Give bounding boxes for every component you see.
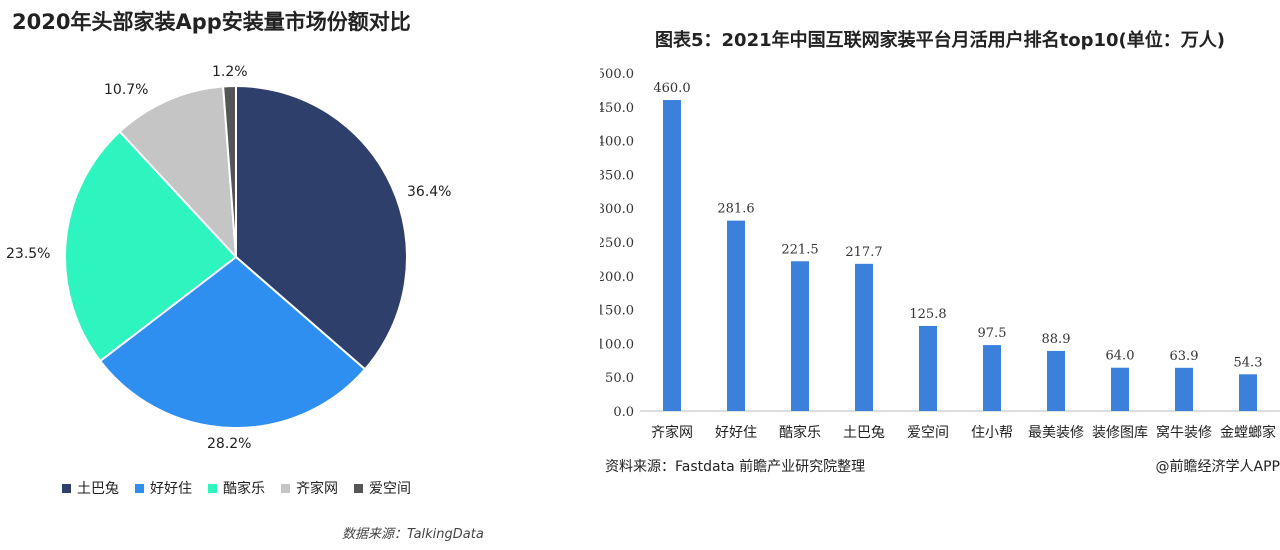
pie-slice-3 [118, 85, 238, 260]
y-tick-label-3: 150.0 [600, 304, 634, 319]
bar-7 [1111, 367, 1129, 411]
pie-label-haohaozhu: 28.2% [207, 436, 252, 452]
legend-label: 酷家乐 [223, 481, 265, 497]
y-tick-label-10: 500.0 [600, 67, 634, 82]
y-tick-label-6: 300.0 [600, 202, 634, 217]
bar-4 [919, 325, 937, 411]
bar-chart-panel: 图表5：2021年中国互联网家装平台月活用户排名top10(单位：万人) 0.0… [600, 0, 1280, 550]
y-tick-label-4: 200.0 [600, 270, 634, 285]
legend-item-haohaozhu: 好好住 [135, 478, 192, 498]
bar-5 [983, 345, 1001, 411]
legend-item-kujiale: 酷家乐 [208, 478, 265, 498]
x-category-label-9: 金螳螂家 [1220, 424, 1276, 441]
pie-label-tubatu: 36.4% [407, 184, 452, 200]
bar-value-label-9: 54.3 [1234, 355, 1263, 370]
bar-8 [1175, 367, 1193, 411]
bar-value-label-4: 125.8 [909, 307, 946, 322]
pie-slice-2 [64, 130, 238, 363]
x-category-label-8: 窝牛装修 [1156, 424, 1212, 441]
pie-chart [64, 84, 408, 429]
x-category-label-4: 爱空间 [907, 425, 949, 441]
pie-chart-panel: 2020年头部家装App安装量市场份额对比 36.4% 28.2% 23.5% … [0, 0, 600, 550]
y-tick-label-9: 450.0 [600, 101, 634, 116]
pie-label-kujiale: 23.5% [6, 246, 51, 262]
legend-item-qijiawang: 齐家网 [281, 478, 338, 498]
bar-chart-title: 图表5：2021年中国互联网家装平台月活用户排名top10(单位：万人) [655, 30, 1225, 51]
legend-label: 好好住 [150, 481, 192, 497]
x-category-label-6: 最美装修 [1028, 425, 1084, 441]
y-tick-label-2: 100.0 [600, 337, 634, 352]
bar-chart: 0.0 50.0 100.0 150.0 200.0 250.0 300.0 350.0 400… [600, 67, 1280, 441]
y-tick-label-5: 250.0 [600, 236, 634, 251]
bar-9 [1239, 374, 1257, 411]
x-category-label-3: 土巴兔 [843, 425, 885, 441]
bar-source-note: 资料来源：Fastdata 前瞻产业研究院整理 [605, 459, 866, 475]
legend-label: 爱空间 [369, 481, 411, 497]
pie-label-qijiawang: 10.7% [104, 82, 149, 98]
legend-swatch [354, 483, 363, 493]
pie-legend: 土巴兔 好好住 酷家乐 齐家网 爱空间 [62, 478, 411, 498]
x-category-label-5: 住小帮 [971, 425, 1013, 441]
bar-value-label-0: 460.0 [653, 81, 690, 96]
pie-slice-4 [222, 84, 237, 258]
y-tick-label-1: 50.0 [605, 371, 634, 386]
x-category-label-1: 好好住 [715, 425, 757, 441]
legend-label: 齐家网 [296, 481, 338, 497]
pie-chart-title: 2020年头部家装App安装量市场份额对比 [12, 10, 411, 34]
bar-3 [855, 263, 873, 411]
bar-value-label-1: 281.6 [717, 202, 754, 217]
bar-value-label-6: 88.9 [1042, 332, 1071, 347]
bar-value-label-7: 64.0 [1106, 349, 1135, 364]
bar-6 [1047, 350, 1065, 411]
pie-slice-0 [235, 84, 408, 371]
x-category-label-2: 酷家乐 [779, 424, 821, 441]
bar-0 [663, 100, 681, 411]
y-tick-label-8: 400.0 [600, 135, 634, 150]
legend-swatch [281, 483, 290, 493]
y-tick-label-0: 0.0 [613, 405, 634, 420]
legend-label: 土巴兔 [77, 481, 119, 497]
bar-value-label-2: 221.5 [781, 242, 818, 257]
pie-label-aikongjian: 1.2% [212, 64, 248, 80]
bar-value-label-8: 63.9 [1170, 349, 1199, 364]
legend-swatch [135, 483, 144, 493]
y-tick-label-7: 350.0 [600, 168, 634, 183]
bar-2 [791, 261, 809, 411]
pie-slice-1 [98, 255, 367, 429]
legend-swatch [62, 483, 71, 493]
bar-value-label-5: 97.5 [978, 326, 1007, 341]
x-category-label-7: 装修图库 [1092, 425, 1148, 441]
legend-item-aikongjian: 爱空间 [354, 478, 411, 498]
brand-credit: @前瞻经济学人APP [1155, 459, 1280, 475]
x-category-label-0: 齐家网 [651, 424, 693, 441]
legend-item-tubatu: 土巴兔 [62, 478, 119, 498]
bar-1 [727, 220, 745, 411]
legend-swatch [208, 483, 217, 493]
pie-source-note: 数据来源：TalkingData [342, 527, 484, 542]
bar-value-label-3: 217.7 [845, 245, 882, 260]
